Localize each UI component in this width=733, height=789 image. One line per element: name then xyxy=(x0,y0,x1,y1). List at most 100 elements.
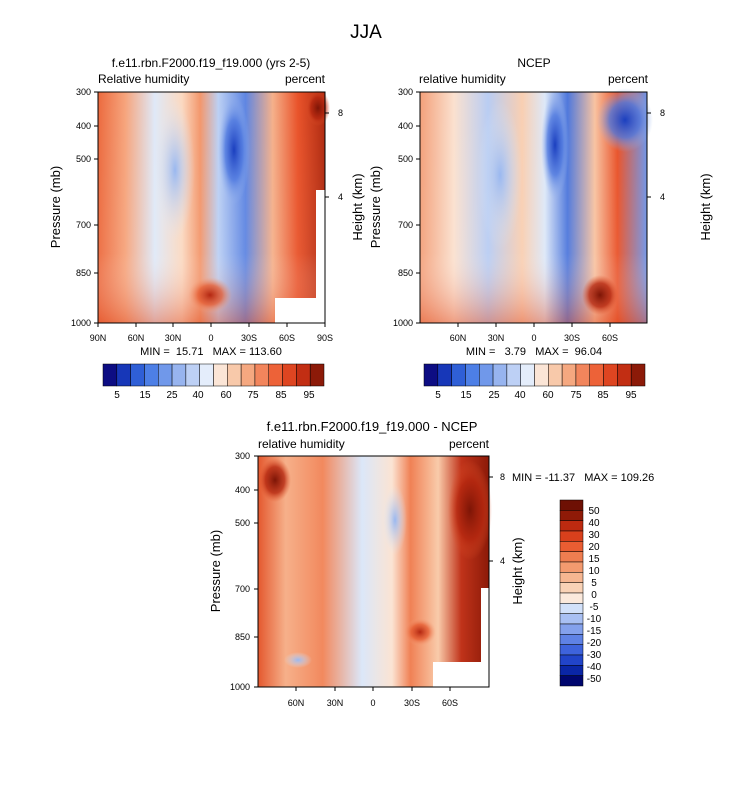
colorbar-swatch xyxy=(559,634,584,645)
colorbar-swatch xyxy=(102,363,118,387)
ytick-label: 1000 xyxy=(230,682,250,692)
colorbar-label: 10 xyxy=(588,566,600,577)
colorbar-label: 95 xyxy=(303,390,315,401)
xtick-label: 60S xyxy=(442,698,458,708)
panel-ncep-xaxis: 60N 30N 0 30S 60S xyxy=(450,323,618,343)
colorbar-swatch xyxy=(559,572,584,583)
colorbar-swatch xyxy=(116,363,131,387)
colorbar-swatch xyxy=(559,623,584,635)
ncep-moist-core xyxy=(582,275,618,315)
colorbar-label: 75 xyxy=(247,390,259,401)
colorbar-label: 5 xyxy=(591,578,597,589)
colorbar-swatch xyxy=(559,644,584,656)
panel-diff-y2label: Height (km) xyxy=(510,537,525,604)
xtick-label: 30N xyxy=(488,333,505,343)
diff-missing-strip xyxy=(481,588,489,662)
colorbar-label: 25 xyxy=(488,390,500,401)
colorbar-swatch xyxy=(309,363,325,387)
colorbar-swatch xyxy=(559,603,584,614)
model-missing-area xyxy=(275,298,325,323)
model-upper-moist xyxy=(306,90,330,126)
colorbar-swatch xyxy=(559,499,584,511)
colorbar-swatch xyxy=(559,530,584,542)
y2tick-label: 8 xyxy=(660,108,665,118)
ytick-label: 500 xyxy=(76,154,91,164)
colorbar-label: 25 xyxy=(166,390,178,401)
colorbar-label: -40 xyxy=(587,662,602,673)
colorbar-label: 15 xyxy=(460,390,472,401)
panel-ncep-left-label: relative humidity xyxy=(419,72,506,86)
colorbar-swatch xyxy=(451,363,466,387)
panel-diff-xaxis: 60N 30N 0 30S 60S xyxy=(288,687,458,708)
panel-diff-left-label: relative humidity xyxy=(258,437,345,451)
xtick-label: 30N xyxy=(327,698,344,708)
xtick-label: 60S xyxy=(279,333,295,343)
diff-southern-upper-max xyxy=(448,460,492,560)
panel-model-xaxis: 90N 60N 30N 0 30S 60S 90S xyxy=(90,323,333,343)
colorbar-swatch xyxy=(559,582,584,594)
colorbar-swatch xyxy=(268,363,283,387)
colorbar-label: -15 xyxy=(587,626,602,637)
y2tick-label: 8 xyxy=(500,472,505,482)
colorbar-label: 60 xyxy=(220,390,232,401)
panel-ncep-y2axis: 8 4 xyxy=(647,108,665,202)
colorbar-swatch xyxy=(630,363,646,387)
xtick-label: 0 xyxy=(370,698,375,708)
panel-diff-colorbar-labels: 50 40 30 20 15 10 5 0 -5 -10 -15 -20 -30… xyxy=(587,506,602,685)
panel-model-y2label: Height (km) xyxy=(350,173,365,240)
ytick-label: 400 xyxy=(76,121,91,131)
colorbar-swatch xyxy=(506,363,521,387)
xtick-label: 90S xyxy=(317,333,333,343)
ytick-label: 300 xyxy=(398,87,413,97)
colorbar-label: 0 xyxy=(591,590,597,601)
ytick-label: 400 xyxy=(235,485,250,495)
colorbar-swatch xyxy=(559,613,584,625)
colorbar-swatch xyxy=(465,363,480,387)
ytick-label: 1000 xyxy=(393,318,413,328)
xtick-label: 30N xyxy=(165,333,182,343)
colorbar-swatch xyxy=(589,363,604,387)
colorbar-swatch xyxy=(559,520,584,532)
xtick-label: 60N xyxy=(450,333,467,343)
colorbar-label: 40 xyxy=(514,390,526,401)
panel-model-ylabel: Pressure (mb) xyxy=(48,166,63,248)
model-missing-strip xyxy=(316,190,325,298)
colorbar-swatch xyxy=(617,363,632,387)
panel-ncep-title: NCEP xyxy=(517,56,550,70)
panel-ncep-field xyxy=(420,88,653,323)
ncep-dry-core xyxy=(541,90,569,200)
panel-model-y2axis: 8 4 xyxy=(325,108,343,202)
model-moist-core xyxy=(188,277,232,313)
xtick-label: 0 xyxy=(531,333,536,343)
colorbar-label: -20 xyxy=(587,638,602,649)
ytick-label: 850 xyxy=(235,632,250,642)
xtick-label: 30S xyxy=(241,333,257,343)
colorbar-swatch xyxy=(437,363,452,387)
colorbar-label: 40 xyxy=(192,390,204,401)
xtick-label: 60S xyxy=(602,333,618,343)
colorbar-swatch xyxy=(296,363,311,387)
colorbar-swatch xyxy=(520,363,535,387)
ytick-label: 850 xyxy=(398,268,413,278)
colorbar-swatch xyxy=(227,363,242,387)
y2tick-label: 4 xyxy=(500,556,505,566)
diff-lower-negative xyxy=(284,652,312,668)
ytick-label: 500 xyxy=(235,518,250,528)
colorbar-label: -30 xyxy=(587,650,602,661)
xtick-label: 60N xyxy=(288,698,305,708)
model-dry-core xyxy=(218,95,250,205)
ytick-label: 700 xyxy=(76,220,91,230)
colorbar-swatch xyxy=(534,363,549,387)
panel-model-yaxis: 300 400 500 700 850 1000 xyxy=(71,87,98,328)
panel-ncep-stats: MIN = 3.79 MAX = 96.04 xyxy=(466,346,602,358)
colorbar-label: 15 xyxy=(139,390,151,401)
colorbar-swatch xyxy=(559,592,584,604)
colorbar-label: 15 xyxy=(588,554,600,565)
colorbar-swatch xyxy=(559,541,584,552)
colorbar-swatch xyxy=(213,363,228,387)
panel-ncep-right-label: percent xyxy=(608,72,649,86)
panel-diff-colorbar xyxy=(559,499,584,687)
y2tick-label: 8 xyxy=(338,108,343,118)
colorbar-swatch xyxy=(158,363,173,387)
xtick-label: 30S xyxy=(564,333,580,343)
